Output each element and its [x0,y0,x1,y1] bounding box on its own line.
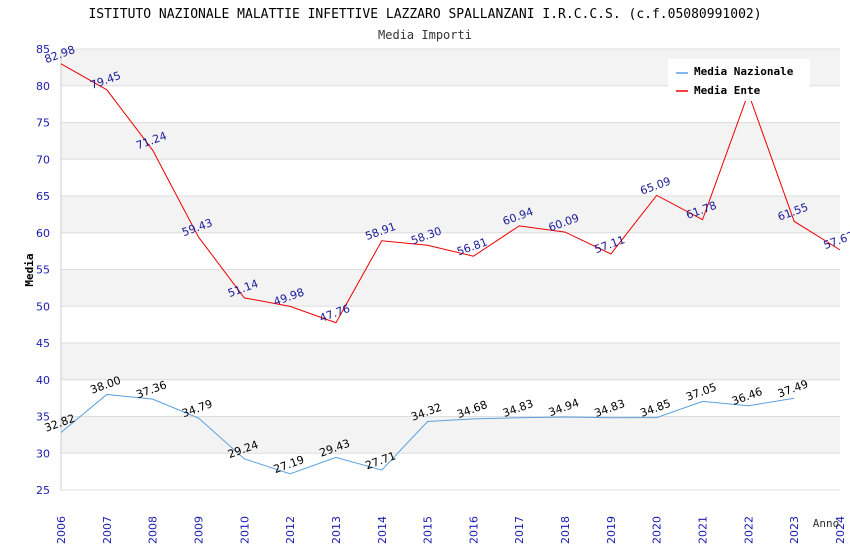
legend-box [668,59,810,101]
x-tick-label: 2022 [742,516,755,544]
x-tick-label: 2014 [376,516,389,544]
y-tick-label: 80 [36,80,50,93]
y-tick-label: 40 [36,374,50,387]
y-tick-label: 60 [36,227,50,240]
x-tick-label: 2013 [330,516,343,544]
grid-band [61,196,840,233]
y-tick-label: 70 [36,153,50,166]
data-label: 27.19 [272,453,306,476]
legend-label-media-ente: Media Ente [694,84,761,97]
series-line-media-ente [60,63,841,324]
x-tick-label: 2016 [467,516,480,544]
grid-band [61,416,840,454]
y-tick-label: 65 [36,190,50,203]
x-tick-label: 2017 [513,516,526,544]
legend-label-media-nazionale: Media Nazionale [694,65,794,78]
x-tick-label: 2020 [651,516,664,544]
y-axis-label: Media [23,253,36,286]
data-label: 34.94 [547,396,581,419]
grid-lines [60,48,840,491]
y-tick-label: 35 [36,411,50,424]
x-tick-label: 2012 [284,516,297,544]
series-lines [60,63,841,475]
x-tick-label: 2007 [101,516,114,544]
x-axis-ticks: 2006 2007 2008 2009 2010 2012 2013 2014 2015 2016… [55,516,847,544]
x-tick-label: 2018 [559,516,572,544]
y-tick-label: 30 [36,447,50,460]
data-label: 37.36 [134,378,168,401]
grid-band [61,343,840,380]
data-label: 36.46 [730,385,764,408]
y-tick-label: 50 [36,300,50,313]
x-tick-label: 2009 [192,516,205,544]
grid-band [61,122,840,160]
x-tick-label: 2010 [238,516,251,544]
data-label: 37.49 [776,377,810,400]
y-tick-label: 25 [36,484,50,497]
data-label: 37.05 [684,381,718,404]
y-tick-label: 55 [36,264,50,277]
data-label: 65.09 [638,175,672,198]
x-tick-label: 2006 [55,516,68,544]
data-label: 57.11 [593,233,627,256]
legend: Media Nazionale Media Ente [668,59,810,101]
x-tick-label: 2021 [697,516,710,544]
x-tick-label: 2019 [605,516,618,544]
y-axis-ticks: 25 30 35 40 45 50 55 60 65 70 75 80 85 [36,43,50,497]
x-tick-label: 2023 [788,516,801,544]
y-tick-label: 45 [36,337,50,350]
y-tick-label: 85 [36,43,50,56]
grid-band [61,269,840,307]
x-tick-label: 2008 [147,516,160,544]
chart-subtitle: Media Importi [378,28,472,42]
data-label: 56.81 [455,235,489,258]
y-tick-label: 75 [36,117,50,130]
x-tick-label: 2024 [834,516,847,544]
chart-title: ISTITUTO NAZIONALE MALATTIE INFETTIVE LA… [88,7,761,22]
x-axis-label: Anno [813,517,840,530]
series-line-media-nazionale [60,393,795,475]
x-tick-label: 2015 [422,516,435,544]
